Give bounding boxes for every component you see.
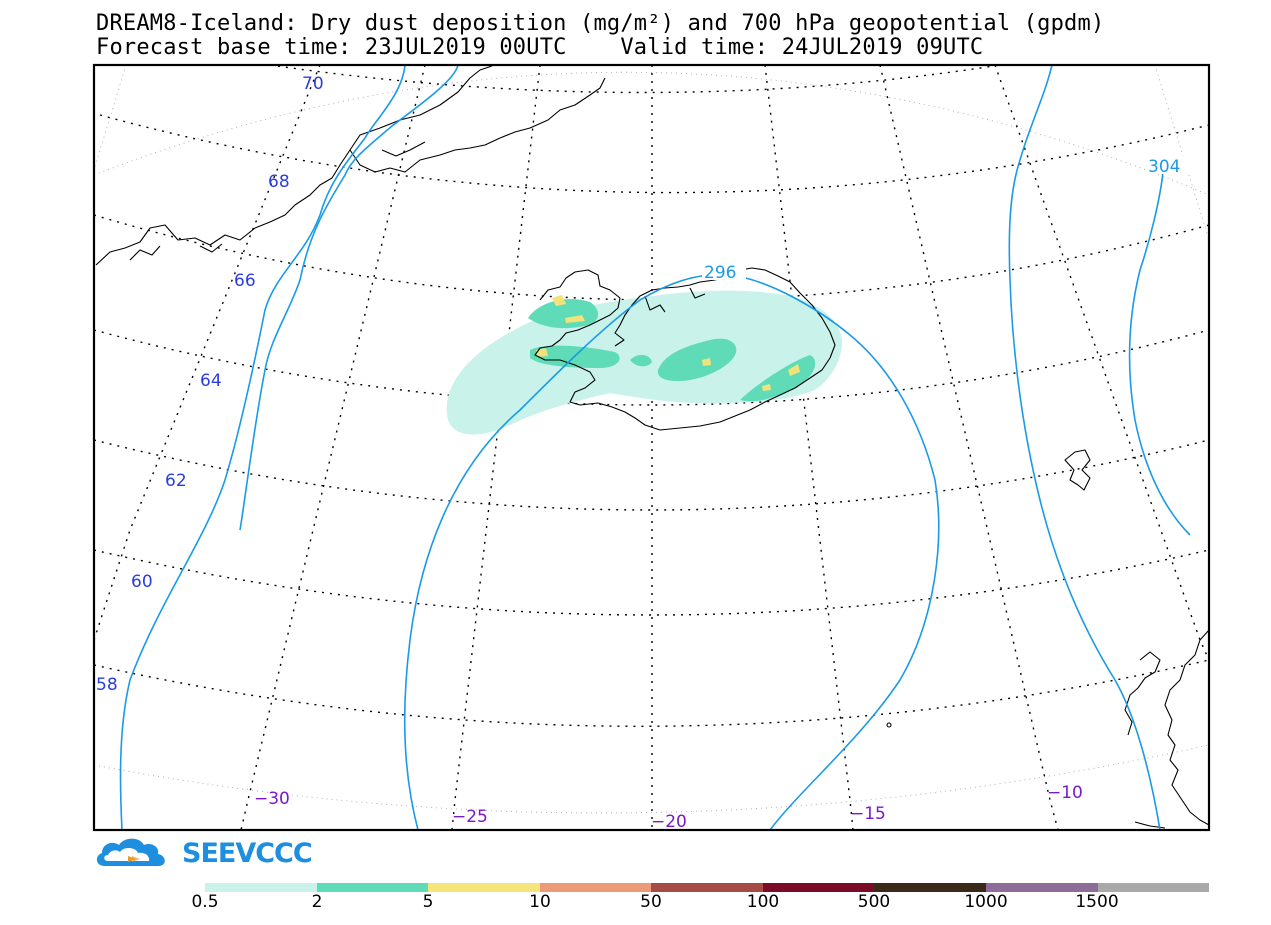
legend-label: 1500 (1075, 892, 1119, 912)
legend-swatch (539, 883, 652, 892)
lat-label-70: 70 (302, 74, 324, 94)
map-frame (92, 63, 1211, 832)
legend-swatch (428, 883, 540, 892)
legend-label: 2 (311, 892, 323, 912)
legend-swatch (316, 883, 429, 892)
lat-label-64: 64 (200, 371, 222, 391)
latitude-lines (94, 65, 1209, 727)
lat-label-58: 58 (96, 675, 118, 695)
lat-label-60: 60 (131, 572, 153, 592)
legend-label: 50 (640, 892, 662, 912)
legend-label: 1000 (964, 892, 1008, 912)
legend-label: 10 (529, 892, 551, 912)
contour-label-bg (1146, 156, 1192, 174)
cloud-logo-icon (96, 838, 165, 866)
legend-swatch (762, 883, 875, 892)
forecast-times: Forecast base time: 23JUL2019 00UTC Vali… (96, 35, 984, 60)
lat-label-66: 66 (234, 271, 256, 291)
legend-label: 500 (857, 892, 891, 912)
lon-label-minus10: −10 (1047, 783, 1083, 803)
legend-label: 5 (422, 892, 434, 912)
lat-label-68: 68 (268, 172, 290, 192)
outer-graticule (94, 65, 1209, 814)
dust-deposition-field (446, 290, 843, 435)
lon-label-minus20: −20 (651, 812, 687, 832)
lon-label-minus25: −25 (452, 807, 488, 827)
contour-label-bg (702, 262, 746, 280)
legend-swatch (205, 883, 317, 892)
coastlines (95, 65, 1209, 829)
legend-swatch (985, 883, 1098, 892)
legend-swatch (1097, 883, 1210, 892)
legend-swatch (874, 883, 986, 892)
legend-label: 100 (746, 892, 780, 912)
lat-label-62: 62 (165, 471, 187, 491)
contour-label-296: 296 (704, 263, 736, 283)
legend-label: 0.5 (191, 892, 219, 912)
legend-swatch (651, 883, 763, 892)
lon-label-minus15: −15 (850, 804, 886, 824)
color-legend (205, 883, 1210, 892)
logo-text: SEEVCCC (182, 838, 313, 869)
lon-label-minus30: −30 (254, 789, 290, 809)
contour-label-304: 304 (1148, 157, 1180, 177)
longitude-lines (94, 65, 1209, 830)
map-title: DREAM8-Iceland: Dry dust deposition (mg/… (96, 11, 1105, 36)
